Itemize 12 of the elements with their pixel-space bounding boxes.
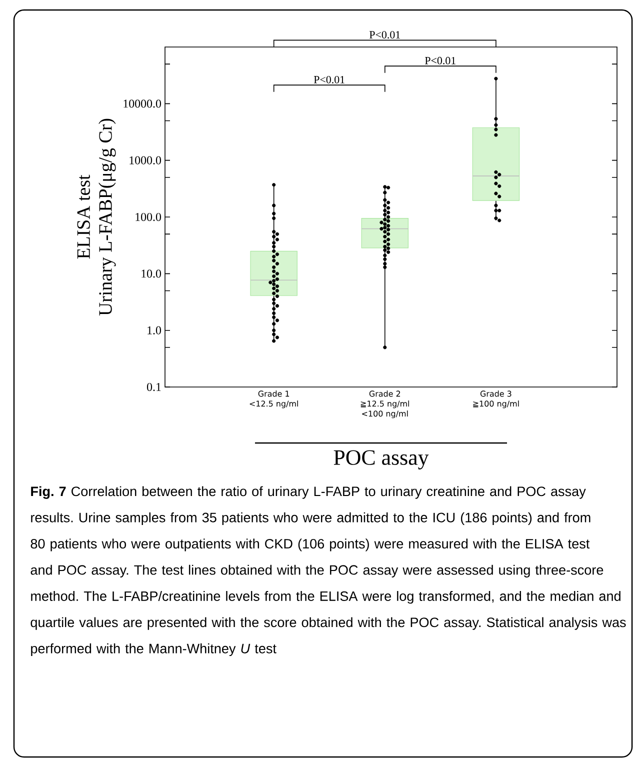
annotation: P<0.01 bbox=[424, 56, 456, 64]
text: P<0.01 bbox=[369, 31, 400, 38]
y-tick-label: 1.0 bbox=[148, 326, 162, 334]
y-tick-label: 100.0 bbox=[136, 212, 162, 222]
y-tick-label: 1000.0 bbox=[130, 156, 162, 164]
y-tick-label: 10.0 bbox=[142, 270, 162, 278]
y-axis-title: ELISA test Urinary L-FABP(μg/g Cr) bbox=[77, 118, 116, 316]
y-tick-label: 10000.0 bbox=[124, 100, 162, 108]
y-tick-label: 0.1 bbox=[146, 382, 161, 392]
text: Fig. 7 Correlation between the ratio of urinary L-FABP to urinary creatinine and POC assay results. Urine samples from 35 patients who were admitted to the ICU (186 points) and from 80 patients who were outpatients with CKD (106 points) were measured with the ELISA test and POC assay. The test lines obtained with the POC assay were assessed using three-score method. The L-FABP/creatinine levels from the ELISA were log transformed, and the median and quartile values are presented with the score obtained with the POC assay. Statistical analysis was performed with the Mann-Whitney U test bbox=[30, 486, 626, 656]
annotation: P<0.01 bbox=[314, 76, 344, 84]
x-axis-title: POC assay bbox=[334, 450, 429, 470]
